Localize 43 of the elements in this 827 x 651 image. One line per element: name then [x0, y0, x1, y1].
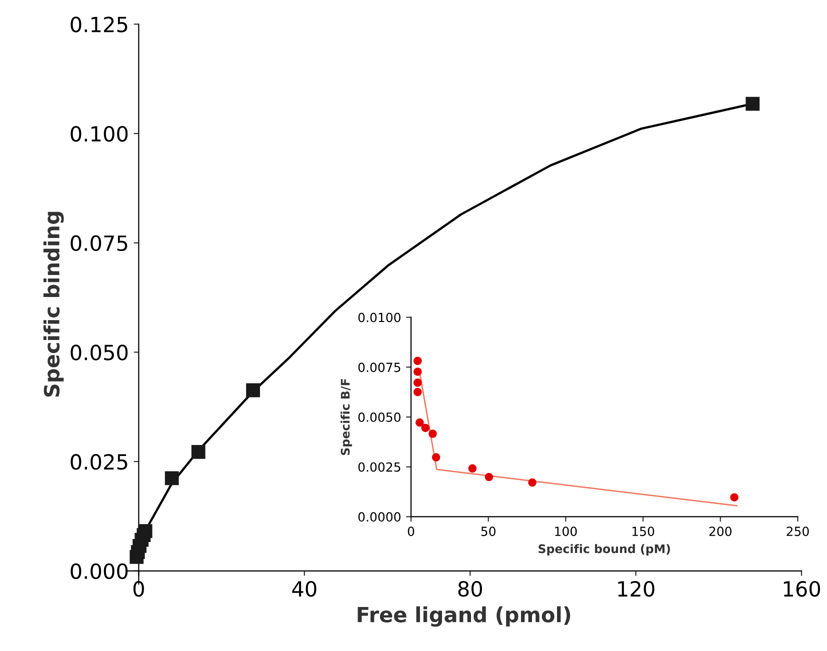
- x-tick-label: 250: [786, 526, 809, 536]
- x-axis-title: Free ligand (pmol): [358, 606, 570, 627]
- point: [164, 471, 179, 486]
- y-tick-label: 0.050: [70, 344, 128, 360]
- point: [421, 424, 430, 432]
- y-tick-label: 0.100: [70, 126, 128, 142]
- x-tick-label: 100: [555, 526, 577, 536]
- point: [468, 464, 477, 473]
- y-tick-label: 0.000: [70, 563, 128, 580]
- x-tick-label: 200: [709, 526, 732, 536]
- point: [414, 378, 422, 387]
- point: [138, 524, 152, 538]
- point: [428, 430, 437, 438]
- y-tick-label: 0.0050: [358, 412, 400, 422]
- point: [416, 418, 424, 427]
- point: [414, 356, 422, 366]
- point: [746, 96, 760, 111]
- y-axis-title: Specific binding: [43, 212, 64, 397]
- point: [414, 388, 422, 396]
- y-tick-label: 0.0025: [358, 462, 400, 472]
- x-tick-label: 80: [458, 580, 482, 597]
- x-tick-label: 150: [632, 526, 654, 536]
- x-tick-label: 40: [292, 580, 316, 597]
- y-tick-label: 0.0075: [358, 362, 400, 372]
- x-tick-label: 120: [618, 580, 654, 597]
- y-tick-label: 0.0000: [358, 512, 400, 522]
- x-tick-label: 160: [784, 580, 820, 597]
- y-tick-label: 0.125: [70, 16, 128, 32]
- y-tick-label: 0.0100: [358, 312, 400, 322]
- point: [191, 444, 206, 459]
- y-tick-label: 0.075: [70, 235, 128, 252]
- point: [528, 478, 536, 487]
- point: [246, 383, 260, 398]
- point: [730, 493, 738, 502]
- x-axis-title: Specific bound (pM): [538, 544, 670, 556]
- x-tick-label: 50: [481, 526, 496, 536]
- point: [484, 472, 494, 482]
- x-tick-label: 0: [133, 580, 144, 597]
- y-axis-title: Specific B/F: [340, 379, 352, 455]
- point: [432, 453, 440, 462]
- x-tick-label: 0: [408, 526, 414, 536]
- y-tick-label: 0.025: [70, 454, 128, 470]
- point: [414, 368, 422, 376]
